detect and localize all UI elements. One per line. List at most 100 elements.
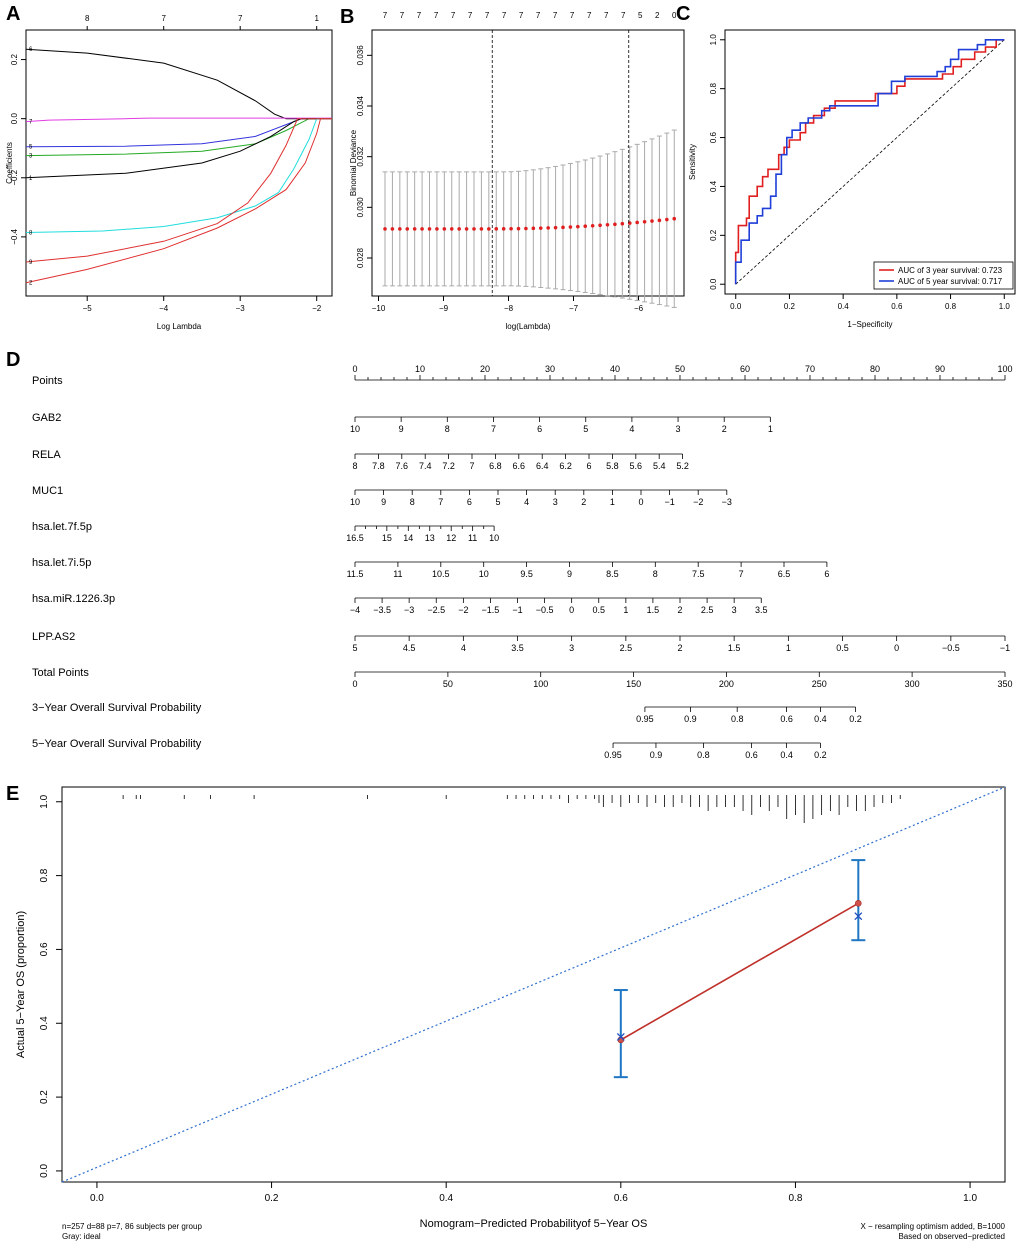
- nomogram-row: Total Points 0 50 100 150 200 250 300 350: [32, 667, 1013, 689]
- panel-b-top-label: 0: [672, 11, 677, 20]
- panel-c-y-tick-label: 0.8: [709, 83, 718, 95]
- panel-b-x-axis-label: log(Lambda): [506, 322, 551, 331]
- nomogram-tick-label: 2: [677, 643, 682, 653]
- panel-b-top-label: 7: [485, 11, 490, 20]
- panel-b-deviance-point: [568, 225, 573, 229]
- panel-c-roc-curve-5yr: [734, 39, 1005, 285]
- panel-b-deviance-point: [464, 227, 469, 231]
- panel-b-top-label: 7: [570, 11, 575, 20]
- panel-b-deviance-point: [538, 226, 543, 230]
- panel-b-deviance-point: [642, 219, 647, 224]
- panel-c-x-tick-label: 0.8: [945, 302, 957, 311]
- nomogram-tick-label: 5.8: [606, 461, 619, 471]
- panel-c-roc-curve-3yr: [734, 39, 1005, 285]
- nomogram-tick-label: 3: [553, 497, 558, 507]
- panel-e-y-tick-label: 0.8: [39, 868, 50, 882]
- panel-e-y-tick-label: 0.6: [39, 942, 50, 956]
- nomogram-tick-label: −0.5: [536, 605, 554, 615]
- nomogram-points-tick-label: 90: [935, 364, 945, 374]
- panel-e-ideal-line: [61, 786, 1006, 1183]
- panel-a-series-7: [25, 117, 332, 123]
- panel-e-x-tick-label: 0.2: [265, 1193, 279, 1204]
- nomogram-tick-label: 1.5: [728, 643, 741, 653]
- nomogram-tick-label: 5.6: [630, 461, 643, 471]
- panel-a-top-tick-label: 7: [161, 14, 166, 23]
- panel-e-observed-line: [620, 902, 859, 1041]
- panel-e-observed-point: [855, 899, 862, 907]
- nomogram-tick-label: 7.8: [372, 461, 385, 471]
- panel-e-footnote-left: Gray: ideal: [62, 1232, 101, 1241]
- panel-e-x-axis-label: Nomogram−Predicted Probabilityof 5−Year …: [420, 1218, 648, 1230]
- nomogram-tick-label: 10: [479, 569, 489, 579]
- panel-e-x-tick-label: 0.6: [614, 1193, 628, 1204]
- nomogram-tick-label: 5: [495, 497, 500, 507]
- nomogram-tick-label: 0.8: [697, 750, 710, 760]
- nomogram-tick-label: −2.5: [427, 605, 445, 615]
- panel-e-y-tick-label: 1.0: [39, 794, 50, 808]
- nomogram-tick-label: 0.4: [814, 714, 827, 724]
- panel-a-series-label: 2: [29, 281, 33, 287]
- panel-label-d: D: [6, 349, 20, 371]
- nomogram-row: hsa.let.7i.5p 11.5 11 10.5 10 9.5 9 8.5 8 7.5 7 6.5…: [32, 557, 829, 579]
- nomogram-row: GAB2 10 9 8 7 6 5 4 3 2 1: [32, 412, 773, 434]
- panel-b-deviance-point: [561, 225, 565, 230]
- panel-b-top-label: 7: [383, 11, 388, 20]
- panel-c-y-tick-label: 0.0: [709, 278, 718, 290]
- nomogram-tick-label: 10: [350, 497, 360, 507]
- nomogram-tick-label: 0.2: [814, 750, 827, 760]
- nomogram-points-tick-label: 70: [805, 364, 815, 374]
- panel-c-legend-box: [873, 261, 1014, 290]
- nomogram-tick-label: −3: [722, 497, 732, 507]
- panel-c-y-tick-label: 0.6: [709, 131, 718, 143]
- nomogram-tick-label: 3.5: [511, 643, 524, 653]
- nomogram-tick-label: 0.6: [780, 714, 793, 724]
- nomogram-tick-label: 12: [446, 533, 456, 543]
- nomogram-tick-label: −3: [404, 605, 414, 615]
- nomogram-tick-label: 14: [403, 533, 413, 543]
- panel-b-deviance-point: [420, 227, 424, 231]
- panel-a-y-axis-label: Coefficients: [5, 142, 14, 184]
- nomogram-tick-label: 2: [677, 605, 682, 615]
- panel-b-y-tick-label: 0.028: [356, 247, 365, 268]
- panel-b-y-tick-label: 0.036: [356, 45, 365, 66]
- panel-label-c: C: [676, 3, 690, 25]
- nomogram-tick-label: 0.9: [684, 714, 697, 724]
- nomogram-row-label: GAB2: [32, 412, 61, 424]
- panel-a-y-tick-label: 0.2: [10, 53, 19, 65]
- panel-a-series-label: 5: [29, 145, 33, 151]
- nomogram-tick-label: 1: [623, 605, 628, 615]
- panel-e-x-tick-label: 0.0: [90, 1193, 104, 1204]
- panel-a-x-tick-label: −5: [83, 304, 93, 313]
- panel-a-top-tick-label: 8: [85, 14, 90, 23]
- panel-label-e: E: [6, 783, 19, 805]
- nomogram-tick-label: 10.5: [432, 569, 450, 579]
- nomogram-row: 5−Year Overall Survival Probability 0.95 0…: [32, 738, 827, 760]
- panel-a-top-tick-label: 7: [238, 14, 243, 23]
- panel-b-x-tick-label: −6: [634, 304, 644, 313]
- nomogram-tick-label: 6.5: [778, 569, 791, 579]
- nomogram-tick-label: 0.8: [731, 714, 744, 724]
- panel-b-top-label: 7: [434, 11, 439, 20]
- nomogram-tick-label: 11: [468, 533, 477, 543]
- panel-b-deviance-point: [672, 216, 677, 221]
- nomogram-tick-label: 5: [583, 424, 588, 434]
- nomogram-tick-label: 10: [350, 424, 360, 434]
- panel-e-y-tick-label: 0.0: [39, 1164, 50, 1178]
- panel-b-deviance-point: [620, 221, 625, 226]
- panel-b-top-label: 7: [417, 11, 422, 20]
- nomogram-tick-label: 2: [722, 424, 727, 434]
- nomogram-tick-label: 8: [352, 461, 357, 471]
- panel-b-deviance-point: [501, 227, 506, 231]
- nomogram-tick-label: 0.2: [849, 714, 862, 724]
- nomogram-tick-label: 0.6: [745, 750, 758, 760]
- panel-c-plot-frame: [724, 29, 1016, 295]
- panel-b-deviance-point: [509, 226, 513, 231]
- panel-b-x-tick-label: −7: [569, 304, 579, 313]
- panel-c-x-tick-label: 0.2: [784, 302, 796, 311]
- panel-b-deviance-point: [472, 227, 476, 231]
- nomogram-tick-label: 13: [425, 533, 435, 543]
- nomogram-tick-label: 3: [569, 643, 574, 653]
- panel-b-deviance-point: [524, 226, 528, 231]
